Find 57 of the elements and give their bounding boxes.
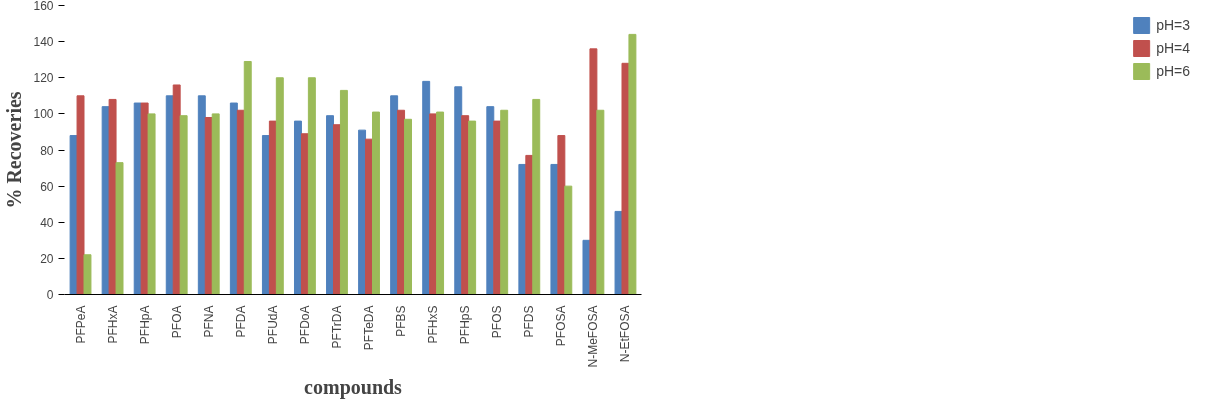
bar	[243, 60, 252, 295]
x-tick-label: PFHxA	[105, 305, 120, 344]
bar	[564, 185, 573, 295]
y-tick-label: 0	[46, 288, 54, 302]
x-tick-label: PFHpS	[458, 305, 473, 345]
bar	[404, 118, 412, 295]
bar	[172, 84, 181, 295]
x-axis-title: compounds	[304, 375, 403, 399]
bar	[500, 109, 509, 295]
bar	[454, 86, 463, 295]
bar	[436, 111, 445, 295]
bar	[557, 135, 566, 295]
bar	[179, 115, 188, 295]
legend-label: pH=4	[1156, 40, 1190, 56]
legend-label: pH=3	[1156, 17, 1190, 33]
x-tick-label: PFTrDA	[329, 305, 344, 349]
bar	[589, 48, 598, 295]
bar	[372, 111, 380, 295]
x-tick-label: PFDA	[233, 305, 248, 338]
x-tick-label: N-EtFOSA	[618, 305, 633, 363]
bar	[211, 113, 220, 295]
y-tick-label: 120	[33, 71, 54, 86]
y-tick-label: 40	[40, 215, 54, 230]
legend-label: pH=6	[1156, 63, 1190, 79]
bar	[532, 98, 541, 295]
y-axis-title: % Recoveries	[3, 91, 26, 209]
x-tick-label: N-MeFOSA	[586, 305, 601, 368]
x-tick-label: PFHxS	[426, 305, 441, 344]
x-tick-label: PFOA	[169, 305, 184, 339]
bar	[422, 80, 431, 295]
x-tick-label: PFDS	[522, 305, 537, 338]
bar	[339, 89, 348, 295]
x-tick-label: PFBS	[394, 305, 409, 337]
bar	[596, 109, 605, 295]
y-tick-label: 60	[40, 179, 54, 194]
bar	[307, 77, 316, 295]
y-tick-label: 140	[33, 35, 54, 50]
y-tick-label: 100	[33, 107, 54, 122]
x-tick-label: PFPeA	[73, 305, 88, 344]
x-tick-label: PFUdA	[265, 305, 280, 345]
bar	[468, 120, 477, 295]
y-tick-label: 160	[33, 0, 54, 13]
x-tick-label: PFOS	[490, 305, 505, 339]
x-tick-label: PFHpA	[137, 305, 152, 345]
bar	[628, 33, 637, 295]
x-tick-label: PFNA	[201, 305, 216, 338]
bar	[275, 77, 284, 295]
x-tick-label: PFDoA	[297, 305, 312, 345]
bar	[147, 113, 156, 295]
bar	[115, 162, 124, 295]
bar	[76, 95, 85, 295]
x-tick-label: PFTeDA	[362, 305, 377, 351]
y-tick-label: 80	[40, 143, 54, 158]
x-tick-label: PFOSA	[554, 305, 569, 347]
bar	[108, 98, 117, 295]
bar	[83, 254, 92, 295]
y-tick-label: 20	[40, 251, 54, 266]
